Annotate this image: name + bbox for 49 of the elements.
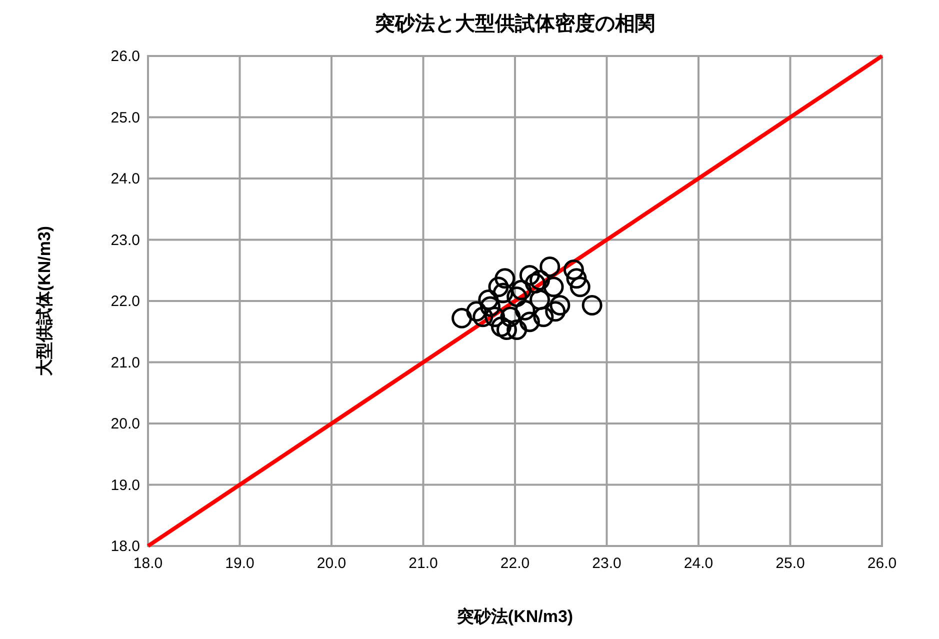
point	[566, 268, 587, 289]
point	[543, 276, 564, 298]
x-tick-label: 25.0	[776, 555, 805, 572]
x-tick-label: 23.0	[592, 555, 622, 572]
point	[514, 300, 536, 320]
point	[506, 320, 528, 340]
point	[540, 256, 560, 277]
point	[472, 306, 494, 328]
y-tick-label: 26.0	[110, 48, 140, 65]
point	[452, 308, 472, 328]
y-tick-label: 18.0	[110, 538, 140, 555]
point	[550, 295, 570, 316]
point	[490, 316, 512, 337]
point	[519, 265, 540, 286]
x-tick-label: 20.0	[316, 555, 346, 572]
point	[496, 320, 517, 340]
y-tick-label: 23.0	[110, 232, 140, 249]
x-tick-label: 21.0	[408, 555, 438, 572]
x-tick-label: 18.0	[133, 555, 163, 572]
point	[492, 282, 514, 304]
point	[511, 280, 532, 300]
point	[570, 276, 590, 298]
x-axis-title: 突砂法(KN/m3)	[456, 607, 574, 626]
point	[519, 312, 540, 332]
y-axis-title: 大型供試体(KN/m3)	[35, 226, 54, 376]
y-tick-label: 21.0	[110, 354, 140, 372]
point	[530, 270, 550, 290]
y-tick-label: 22.0	[110, 293, 140, 310]
point	[533, 306, 554, 328]
point	[524, 272, 546, 294]
point	[563, 260, 584, 280]
point	[494, 268, 516, 289]
point	[506, 286, 528, 307]
point	[466, 301, 487, 322]
chart-title: 突砂法と大型供試体密度の相関	[374, 12, 655, 35]
y-tick-label: 20.0	[110, 416, 140, 432]
point	[545, 301, 566, 322]
x-tick-label: 19.0	[225, 555, 254, 572]
point	[500, 306, 521, 328]
point	[530, 290, 550, 310]
y-tick-label: 24.0	[110, 170, 140, 188]
y-tick-label: 25.0	[110, 109, 140, 126]
x-tick-label: 26.0	[867, 555, 897, 572]
x-tick-label: 22.0	[500, 555, 530, 572]
point	[480, 296, 500, 317]
y-tick-label: 19.0	[110, 476, 140, 494]
point	[582, 295, 602, 316]
x-tick-label: 24.0	[684, 555, 714, 572]
point	[488, 276, 509, 298]
